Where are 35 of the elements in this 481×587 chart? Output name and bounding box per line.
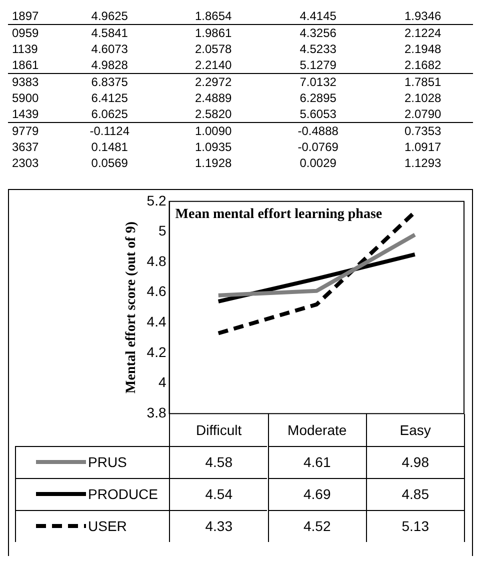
data-label: 5.13 <box>366 510 464 542</box>
data-label: 4.98 <box>366 446 464 478</box>
y-axis-title: Mental effort score (out of 9) <box>124 221 140 394</box>
y-tick-label: 4.4 <box>146 314 166 330</box>
text: 1897 4.9625 1.8654 4.4145 1.9346 <box>12 9 442 23</box>
text: 9779 -0.1124 1.0090 -0.4888 0.7353 <box>12 124 442 138</box>
y-tick-label: 4.2 <box>146 344 166 360</box>
x-tick-label: Difficult <box>169 414 268 446</box>
legend-label: USER <box>88 518 127 534</box>
text: 9383 6.8375 2.2972 7.0132 1.7851 <box>12 75 442 89</box>
text: 2303 0.0569 1.1928 0.0029 1.1293 <box>12 156 442 170</box>
y-tick-label: 5.2 <box>146 192 166 208</box>
text: 3637 0.1481 1.0935 -0.0769 1.0917 <box>12 140 442 154</box>
data-label: 4.58 <box>169 446 268 478</box>
text: 0959 4.5841 1.9861 4.3256 2.1224 <box>12 26 442 40</box>
text: 1439 6.0625 2.5820 5.6053 2.0790 <box>12 107 442 121</box>
y-tick-label: 4.6 <box>146 283 166 300</box>
legend-label: PRODUCE <box>88 486 158 502</box>
y-tick-label: 5 <box>158 222 166 239</box>
data-label: 4.61 <box>268 446 366 478</box>
data-label: 4.52 <box>268 510 366 542</box>
data-label: 4.69 <box>268 478 366 510</box>
text: 5900 6.4125 2.4889 6.2895 2.1028 <box>12 91 442 105</box>
x-tick-label: Easy <box>366 414 464 446</box>
data-label: 4.85 <box>366 478 464 510</box>
data-label: 4.33 <box>169 510 268 542</box>
x-tick-label: Moderate <box>268 414 366 446</box>
y-tick-label: 4.8 <box>146 252 166 269</box>
y-tick-label: 3.8 <box>146 404 166 420</box>
text: 1139 4.6073 2.0578 4.5233 2.1948 <box>12 42 442 56</box>
legend-label: PRUS <box>88 454 127 470</box>
data-label: 4.54 <box>169 478 268 510</box>
text: 1861 4.9828 2.2140 5.1279 2.1682 <box>12 58 442 72</box>
text: Mean mental effort learning phase <box>175 207 382 222</box>
y-tick-label: 4 <box>158 374 166 390</box>
